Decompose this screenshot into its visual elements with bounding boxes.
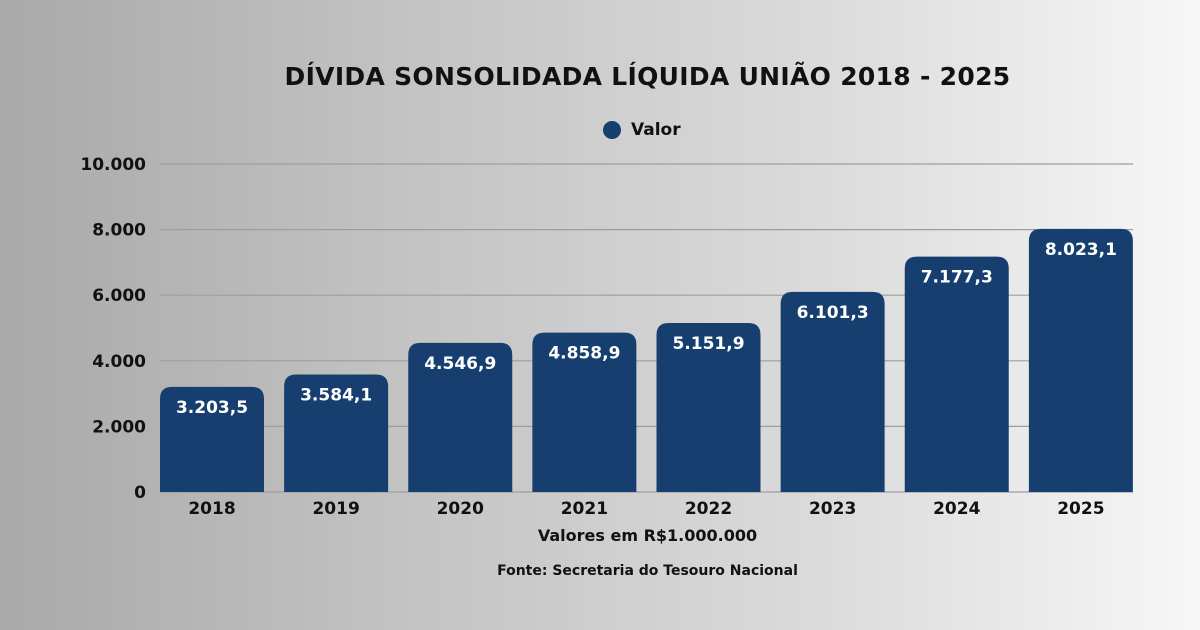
- x-tick-label: 2024: [933, 499, 980, 519]
- bar-2023: [780, 291, 885, 492]
- chart-title: DÍVIDA SONSOLIDADA LÍQUIDA UNIÃO 2018 - …: [284, 62, 1011, 91]
- y-tick-label: 4.000: [92, 352, 146, 372]
- data-label: 6.101,3: [797, 303, 869, 323]
- x-axis-label: Valores em R$1.000.000: [537, 526, 758, 545]
- data-label: 8.023,1: [1045, 240, 1117, 260]
- x-tick-label: 2023: [809, 499, 856, 519]
- bar-2018: [160, 386, 264, 492]
- bar-2022: [656, 323, 761, 492]
- data-label: 7.177,3: [921, 268, 993, 288]
- bar-2025: [1028, 228, 1133, 492]
- bar-2019: [284, 374, 389, 492]
- x-tick-label: 2021: [561, 499, 608, 519]
- legend: Valor: [603, 120, 681, 140]
- y-tick-label: 10.000: [80, 155, 146, 175]
- x-tick-label: 2020: [437, 499, 484, 519]
- y-tick-label: 6.000: [92, 286, 146, 306]
- x-tick-label: 2018: [188, 499, 235, 519]
- x-tick-label: 2025: [1057, 499, 1104, 519]
- y-tick-label: 2.000: [92, 417, 146, 437]
- data-label: 3.203,5: [176, 398, 248, 418]
- bar-2020: [408, 342, 513, 492]
- data-label: 5.151,9: [672, 334, 744, 354]
- data-label: 3.584,1: [300, 385, 372, 405]
- data-label: 4.546,9: [424, 354, 496, 374]
- y-tick-label: 8.000: [92, 221, 146, 241]
- bar-2024: [904, 256, 1009, 492]
- legend-label: Valor: [631, 120, 681, 140]
- source-note: Fonte: Secretaria do Tesouro Nacional: [497, 563, 798, 579]
- y-tick-label: 0: [134, 483, 146, 503]
- legend-swatch: [603, 121, 621, 139]
- data-label: 4.858,9: [548, 344, 620, 364]
- x-tick-label: 2022: [685, 499, 732, 519]
- x-tick-label: 2019: [312, 499, 359, 519]
- bar-2021: [532, 332, 637, 492]
